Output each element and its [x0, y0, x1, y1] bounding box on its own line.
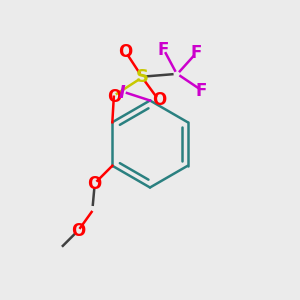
Text: F: F [195, 82, 206, 100]
Text: O: O [118, 43, 132, 61]
Text: O: O [87, 175, 101, 193]
Text: O: O [152, 91, 166, 109]
Text: F: F [158, 41, 169, 59]
Text: O: O [107, 88, 121, 106]
Text: F: F [190, 44, 202, 62]
Text: S: S [136, 68, 149, 86]
Text: I: I [118, 84, 125, 102]
Text: O: O [71, 222, 85, 240]
